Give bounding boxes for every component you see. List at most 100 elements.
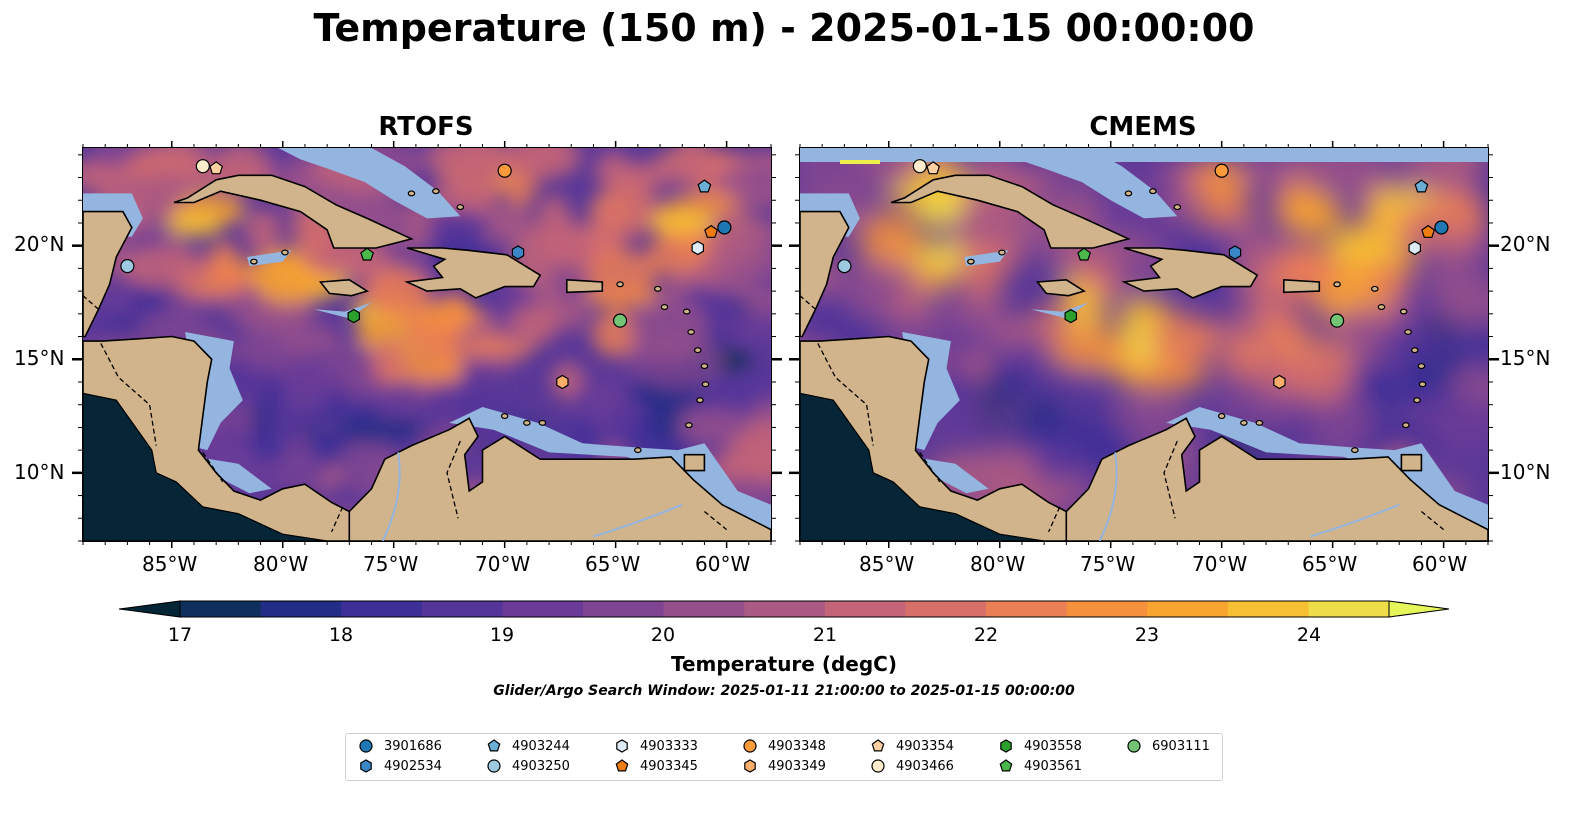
float-marker-4903345[interactable] [1421, 224, 1436, 238]
float-marker-4902534[interactable] [511, 245, 525, 260]
float-marker-4903348[interactable] [1214, 163, 1229, 178]
legend-marker-4903354[interactable] [871, 739, 885, 752]
colorbar-segment [180, 601, 262, 617]
float-marker-4903354[interactable] [926, 161, 941, 175]
legend-marker-4903466[interactable] [871, 759, 885, 773]
legend-marker-4902534[interactable] [360, 759, 372, 773]
lon-label-60w-a: 60°W [695, 552, 751, 576]
legend-entry: 4903561 [998, 758, 1082, 774]
colorbar-segment [421, 601, 503, 617]
shelf-bahamas [278, 148, 461, 219]
float-marker-4903333[interactable] [691, 240, 705, 256]
map-rtofs[interactable] [82, 147, 772, 542]
float-marker-3901686[interactable] [1434, 220, 1449, 235]
legend-entry: 4903354 [870, 738, 954, 754]
lat-label-10-left: 10°N [14, 460, 65, 484]
float-marker-4903348[interactable] [497, 163, 512, 178]
float-marker-4903333[interactable] [1408, 240, 1422, 256]
shelf-cayman [247, 250, 292, 267]
colorbar-tick-21: 21 [812, 624, 838, 646]
float-marker-4903561[interactable] [360, 247, 375, 261]
lon-label-85w-a: 85°W [142, 552, 198, 576]
float-marker-4903466[interactable] [912, 159, 927, 174]
shelf-cayman [964, 250, 1009, 267]
lat-label-15-right: 15°N [1500, 346, 1551, 370]
shelf-bahamas [995, 148, 1178, 219]
lon-label-75w-a: 75°W [363, 552, 419, 576]
colorbar-segment [1227, 601, 1309, 617]
float-marker-4903349[interactable] [1273, 374, 1286, 390]
colorbar-tick-19: 19 [489, 624, 515, 646]
float-marker-6903111[interactable] [1329, 313, 1345, 328]
lat-label-10-right: 10°N [1500, 460, 1551, 484]
float-marker-3901686[interactable] [717, 220, 732, 235]
legend-marker-6903111[interactable] [1127, 739, 1141, 753]
float-marker-4903345[interactable] [704, 224, 719, 238]
map-cmems[interactable] [799, 147, 1489, 542]
colorbar-segment [1066, 601, 1148, 617]
legend-entry: 4903333 [614, 738, 698, 754]
lon-label-65w-b: 65°W [1302, 552, 1358, 576]
land-puertorico [565, 278, 604, 294]
colorbar-tick-23: 23 [1134, 624, 1160, 646]
colorbar-tick-20: 20 [650, 624, 676, 646]
legend-marker-4903250[interactable] [487, 759, 501, 773]
legend-marker-4903349[interactable] [744, 759, 756, 773]
legend-entry: 4903348 [742, 738, 826, 754]
land-trinidad [1400, 453, 1423, 472]
land-puertorico [1282, 278, 1321, 294]
shelf-jamShelf [1030, 302, 1089, 319]
lon-label-75w-b: 75°W [1080, 552, 1136, 576]
lon-label-70w-b: 70°W [1192, 552, 1248, 576]
lat-label-15-left: 15°N [14, 346, 65, 370]
land-jamaica [1035, 278, 1087, 297]
legend-marker-4903333[interactable] [616, 739, 628, 753]
colorbar-tick-24: 24 [1296, 624, 1322, 646]
colorbar-label: Temperature (degC) [671, 652, 897, 676]
float-marker-4903244[interactable] [697, 179, 712, 193]
land-trinidad [683, 453, 706, 472]
float-marker-4903354[interactable] [209, 161, 224, 175]
shelf-jamShelf [313, 302, 372, 319]
colorbar-segment [341, 601, 423, 617]
float-marker-4903250[interactable] [120, 259, 135, 274]
colorbar-tick-18: 18 [328, 624, 354, 646]
colorbar-tick-17: 17 [167, 624, 193, 646]
panel-title-cmems: CMEMS [1089, 112, 1197, 142]
float-marker-4903561[interactable] [1077, 247, 1092, 261]
colorbar-segment [502, 601, 584, 617]
legend-marker-3901686[interactable] [359, 739, 373, 753]
land-yucatan [800, 210, 850, 338]
colorbar [118, 600, 1452, 622]
legend-marker-4903558[interactable] [1000, 739, 1012, 753]
float-marker-4903558[interactable] [1064, 308, 1077, 324]
legend-marker-4903348[interactable] [743, 739, 757, 753]
float-marker-4903558[interactable] [347, 308, 360, 324]
legend-entry: 3901686 [358, 738, 442, 754]
legend-entry: 4903349 [742, 758, 826, 774]
lat-label-20-left: 20°N [14, 232, 65, 256]
legend-entry: 6903111 [1126, 738, 1210, 754]
colorbar-segment [905, 601, 987, 617]
legend-marker-4903561[interactable] [999, 759, 1013, 772]
shelf-venez [449, 407, 771, 535]
colorbar-segment [583, 601, 665, 617]
float-marker-6903111[interactable] [612, 313, 628, 328]
legend-marker-4903244[interactable] [487, 739, 501, 752]
float-marker-4903244[interactable] [1414, 179, 1429, 193]
float-marker-4902534[interactable] [1228, 245, 1242, 260]
legend-entry: 4903250 [486, 758, 570, 774]
land-yucatan [83, 210, 133, 338]
land-hispaniola [404, 247, 542, 299]
float-marker-4903250[interactable] [837, 259, 852, 274]
land-jamaica [318, 278, 370, 297]
legend-entry: 4903244 [486, 738, 570, 754]
float-marker-4903466[interactable] [195, 159, 210, 174]
shelf-venez [1166, 407, 1488, 535]
search-window-note: Glider/Argo Search Window: 2025-01-11 21… [493, 683, 1075, 699]
legend-entry: 4903558 [998, 738, 1082, 754]
colorbar-segment [663, 601, 745, 617]
legend-marker-4903345[interactable] [615, 759, 629, 772]
float-marker-4903349[interactable] [556, 374, 569, 390]
colorbar-segment [744, 601, 826, 617]
